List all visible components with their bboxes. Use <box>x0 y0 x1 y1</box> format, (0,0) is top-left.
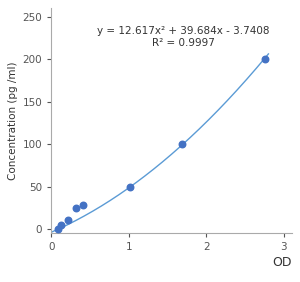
Text: OD: OD <box>272 256 292 269</box>
Y-axis label: Concentration (pg /ml): Concentration (pg /ml) <box>8 61 18 180</box>
Point <box>262 57 267 61</box>
Point <box>74 206 79 210</box>
Point <box>179 142 184 146</box>
Point <box>56 226 60 231</box>
Text: y = 12.617x² + 39.684x - 3.7408
R² = 0.9997: y = 12.617x² + 39.684x - 3.7408 R² = 0.9… <box>97 26 270 48</box>
Point <box>59 222 64 227</box>
Point <box>127 184 132 189</box>
Point <box>65 217 70 222</box>
Point <box>81 203 85 208</box>
